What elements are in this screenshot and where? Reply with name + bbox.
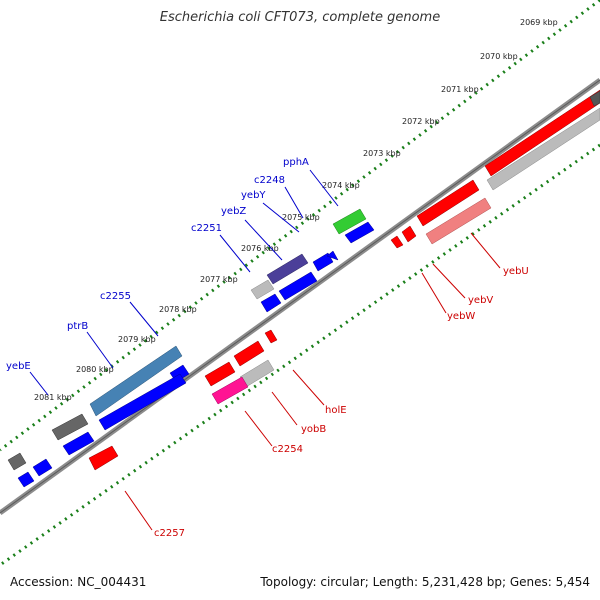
gene-block-rev-5[interactable] (264, 329, 278, 344)
gene-block-fwd-7[interactable] (98, 373, 187, 431)
gene-block-fwd-9[interactable] (32, 458, 53, 477)
scale-tick-label: 2081 kbp (34, 393, 72, 402)
gene-label-yebY[interactable]: yebY (241, 190, 266, 201)
gene-block-rev-2[interactable] (416, 179, 480, 227)
gene-c2248-block[interactable] (266, 253, 309, 285)
gene-dark-block[interactable] (589, 90, 600, 107)
gene-label-yebU[interactable]: yebU (503, 266, 529, 277)
scale-tick-label: 2069 kbp (520, 18, 558, 27)
scale-tick-label: 2072 kbp (402, 117, 440, 126)
gene-label-c2255[interactable]: c2255 (100, 291, 131, 302)
gene-label-yebZ[interactable]: yebZ (221, 206, 246, 217)
gene-block-rev-3[interactable] (401, 225, 417, 243)
gene-label-c2248[interactable]: c2248 (254, 175, 285, 186)
gene-c2255-block[interactable] (89, 345, 183, 417)
scale-tick-label: 2073 kbp (363, 149, 401, 158)
scale-tick-label: 2074 kbp (322, 181, 360, 190)
scale-tick-label: 2077 kbp (200, 275, 238, 284)
scale-ticks: 2069 kbp 2070 kbp 2071 kbp 2072 kbp 2073 kbp… (34, 18, 558, 402)
genome-backbone (0, 77, 600, 516)
gene-block-rev-1[interactable] (484, 89, 600, 177)
accession-text: Accession: NC_004431 (10, 575, 147, 589)
gene-block-rev-6[interactable] (233, 340, 265, 367)
scale-tick-label: 2079 kbp (118, 335, 156, 344)
gene-pphA[interactable] (332, 208, 367, 235)
gene-label-c2254[interactable]: c2254 (272, 444, 303, 455)
gene-label-yebE[interactable]: yebE (6, 361, 31, 372)
scale-tick-label: 2078 kbp (159, 305, 197, 314)
gene-labels-reverse: yebU yebV yebW holE yobB c2254 c2257 (154, 266, 529, 539)
gene-block-rev-4[interactable] (390, 235, 404, 249)
genome-stats-text: Topology: circular; Length: 5,231,428 bp… (260, 575, 590, 589)
label-leaders-reverse (124, 232, 501, 531)
scale-lines (0, 0, 600, 567)
gene-yebU-block[interactable] (486, 107, 600, 191)
gene-label-yobB[interactable]: yobB (301, 424, 326, 435)
gene-label-c2251[interactable]: c2251 (191, 223, 222, 234)
gene-c2254-block[interactable] (211, 376, 249, 405)
lower-scale-line (0, 143, 600, 567)
scale-tick-label: 2075 kbp (282, 213, 320, 222)
gene-c2251-block[interactable] (250, 279, 275, 300)
gene-ptrB-block[interactable] (51, 413, 89, 441)
gene-labels-forward: pphA c2248 yebY yebZ c2251 c2255 ptrB yebE (6, 157, 309, 372)
gene-block-rev-8[interactable] (88, 445, 119, 471)
label-leaders-forward (29, 169, 339, 396)
scale-tick-label: 2076 kbp (241, 244, 279, 253)
gene-block-fwd-1[interactable] (344, 221, 375, 244)
gene-block-rev-7[interactable] (204, 361, 236, 387)
gene-block-fwd-10[interactable] (17, 471, 35, 488)
gene-label-yebW[interactable]: yebW (447, 311, 475, 322)
gene-label-holE[interactable]: holE (325, 405, 347, 416)
gene-block-fwd-4[interactable] (278, 271, 318, 301)
gene-block-fwd-2[interactable] (312, 252, 334, 272)
gene-label-ptrB[interactable]: ptrB (67, 321, 88, 332)
scale-tick-label: 2071 kbp (441, 85, 479, 94)
map-title: Escherichia coli CFT073, complete genome (159, 10, 441, 25)
gene-label-pphA[interactable]: pphA (283, 157, 309, 168)
gene-label-c2257[interactable]: c2257 (154, 528, 185, 539)
gene-block-fwd-5[interactable] (260, 293, 282, 313)
gene-block-fwd-8[interactable] (62, 431, 95, 456)
gene-features (7, 89, 600, 488)
gene-block-fwd-3[interactable] (326, 250, 339, 261)
gene-yebE-block[interactable] (7, 452, 27, 471)
reverse-genes (88, 89, 600, 471)
scale-tick-label: 2070 kbp (480, 52, 518, 61)
scale-tick-label: 2080 kbp (76, 365, 114, 374)
gene-label-yebV[interactable]: yebV (468, 295, 493, 306)
forward-genes (17, 221, 375, 488)
upper-scale-line (0, 0, 600, 452)
gene-yebV-block[interactable] (425, 197, 492, 245)
